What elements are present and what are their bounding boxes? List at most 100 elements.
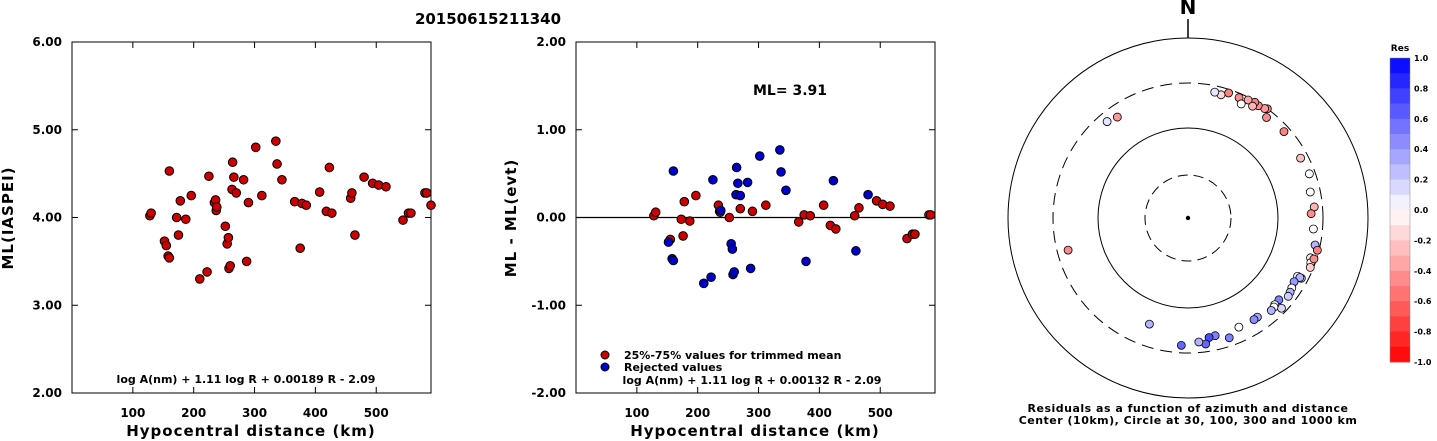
colorbar-cell [1390, 88, 1410, 105]
azimuth-point [1309, 254, 1319, 264]
ml-distance-point [241, 256, 252, 267]
colorbar-cell [1390, 118, 1410, 135]
residual-distance-x-tick-label: 100 [624, 406, 649, 420]
residual-distance-point [698, 278, 709, 289]
ml-distance-point [212, 202, 222, 212]
ml-distance-point [350, 230, 360, 240]
colorbar-cell [1390, 149, 1410, 165]
residual-distance-point [854, 203, 864, 213]
azimuth-point [1243, 95, 1253, 105]
residual-distance-x-tick-label: 300 [746, 406, 771, 420]
residual-distance-point [733, 178, 743, 189]
residual-distance-point [716, 205, 726, 216]
ml-distance-point [421, 188, 432, 198]
ml-distance-plot-frame [71, 41, 432, 394]
residual-distance-point [678, 231, 688, 241]
ml-distance-point [272, 159, 282, 169]
residual-distance-point [745, 263, 756, 274]
residual-distance-point [849, 210, 860, 221]
ml-distance-point [204, 171, 214, 182]
azimuth-caption-line2: Center (10km), Circle at 30, 100, 300 an… [1019, 414, 1358, 427]
ml-distance-point [227, 157, 238, 168]
ml-distance-point [359, 172, 369, 182]
azimuth-point [1112, 112, 1122, 122]
colorbar-border [1389, 57, 1411, 363]
residual-distance-point [650, 207, 661, 218]
residual-distance-point [729, 267, 740, 277]
residual-distance-y-tick-label: 2.00 [536, 35, 566, 49]
legend-blue-marker [600, 362, 610, 372]
ml-distance-point [301, 200, 312, 211]
residual-distance-point [754, 151, 765, 161]
residual-distance-points [649, 145, 936, 289]
colorbar-tick-label: -0.4 [1414, 267, 1432, 276]
residual-distance-point [676, 214, 687, 225]
residual-distance-point [727, 244, 738, 254]
ml-distance-x-tick-label: 400 [303, 406, 328, 420]
azimuth-point [1283, 291, 1293, 301]
ml-distance-point [243, 197, 254, 208]
azimuth-point [1063, 245, 1073, 255]
legend-red-marker [600, 350, 610, 360]
azimuth-point [1262, 113, 1271, 122]
azimuth-point [1296, 153, 1306, 163]
ml-distance-point [277, 174, 287, 185]
ml-distance-point [186, 190, 197, 201]
ml-distance-x-label: Hypocentral distance (km) [126, 422, 376, 440]
residual-distance-point [724, 212, 735, 223]
azimuth-point [1236, 99, 1246, 109]
ml-distance-point [406, 208, 416, 218]
ml-distance-point [175, 196, 186, 206]
ml-distance-point [238, 174, 249, 185]
ml-distance-x-tick-label: 200 [181, 406, 206, 420]
residual-distance-point [747, 206, 758, 217]
residual-distance-point [910, 229, 920, 239]
azimuth-point [1144, 319, 1154, 329]
colorbar-cell [1390, 194, 1410, 211]
residual-distance-point [793, 217, 804, 227]
residual-distance-point [818, 200, 829, 211]
ml-distance-point [347, 188, 357, 198]
colorbar-cell [1390, 270, 1410, 287]
north-label: N [1180, 0, 1197, 19]
ml-distance-point [180, 214, 191, 225]
residual-distance-point [761, 200, 771, 211]
colorbar-cell [1390, 179, 1410, 196]
ml-distance-point [164, 253, 175, 263]
ml-distance-point [194, 274, 205, 284]
ml-distance-y-ticks: 2.00 3.00 4.00 5.00 6.00 [32, 35, 431, 400]
ml-distance-point [146, 208, 156, 218]
ml-distance-points [145, 136, 436, 284]
colorbar-tick-label: 0.0 [1414, 206, 1429, 215]
colorbar-tick-label: -0.6 [1414, 297, 1432, 306]
residual-distance-panel: 100 200 300 400 500 -2.00 -1.00 0.00 1.00 2.00 M… [502, 35, 936, 440]
residual-distance-point [735, 190, 746, 201]
figure-title: 20150615211340 [415, 10, 561, 28]
ml-distance-formula: log A(nm) + 1.11 log R + 0.00189 R - 2.0… [117, 373, 376, 386]
colorbar-cell [1390, 286, 1410, 302]
colorbar-cell [1390, 58, 1410, 74]
colorbar-tick-label: -1.0 [1414, 358, 1432, 367]
residual-distance-y-label: ML - ML(evt) [502, 159, 520, 277]
residual-distance-point [691, 190, 701, 201]
ml-distance-point [426, 200, 436, 211]
residual-distance-y-ticks: -2.00 -1.00 0.00 1.00 2.00 [531, 35, 935, 400]
ml-distance-point [220, 221, 231, 232]
ml-distance-point [161, 240, 172, 251]
azimuth-point [1279, 127, 1289, 136]
azimuth-point [1306, 209, 1316, 219]
azimuth-panel: N Residuals as a function of azimuth and… [1007, 0, 1369, 427]
residual-distance-point [663, 237, 674, 247]
ml-distance-point [327, 208, 337, 218]
ring-300km [1052, 82, 1324, 354]
azimuth-point [1210, 87, 1220, 97]
residual-distance-point [668, 255, 679, 266]
colorbar-cell [1390, 103, 1410, 120]
ml-distance-point [202, 267, 212, 277]
ml-distance-point [257, 190, 267, 201]
colorbar-tick-label: -0.2 [1414, 236, 1432, 245]
residual-distance-formula: log A(nm) + 1.11 log R + 0.00132 R - 2.0… [623, 374, 882, 387]
colorbar-tick-label: 0.4 [1414, 145, 1429, 154]
colorbar-cell [1390, 316, 1410, 333]
residual-distance-y-tick-label: -2.00 [531, 386, 566, 400]
